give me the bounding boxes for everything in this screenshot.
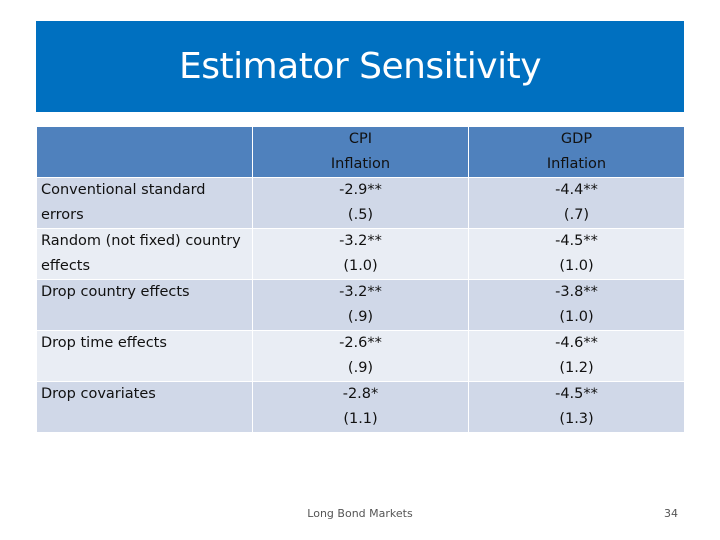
coefficient: -4.5** (555, 386, 598, 402)
table-row: Drop time effects -2.6** (.9) -4.6** (1.… (36, 330, 685, 382)
standard-error: (.9) (347, 360, 374, 376)
row-label: Drop country effects (36, 279, 253, 331)
table-row: Random (not fixed) country effects -3.2*… (36, 228, 685, 280)
coefficient: -4.6** (555, 335, 598, 351)
row-label-line (41, 305, 252, 330)
standard-error: (.7) (563, 207, 590, 223)
page-number: 34 (664, 507, 678, 520)
header-line: CPI (348, 131, 373, 147)
gdp-cell: -3.8** (1.0) (468, 279, 685, 331)
header-line: GDP (560, 131, 593, 147)
row-label-line: errors (41, 207, 84, 223)
cpi-cell: -2.8* (1.1) (252, 381, 469, 433)
standard-error: (.5) (347, 207, 374, 223)
row-label-line: Drop country effects (41, 284, 190, 300)
slide-title: Estimator Sensitivity (178, 46, 542, 87)
header-cell-blank (36, 126, 253, 178)
gdp-cell: -4.4** (.7) (468, 177, 685, 229)
coefficient: -2.8* (342, 386, 379, 402)
row-label-line: effects (41, 258, 91, 274)
standard-error: (1.0) (559, 309, 594, 325)
row-label: Random (not fixed) country effects (36, 228, 253, 280)
gdp-cell: -4.5** (1.3) (468, 381, 685, 433)
gdp-cell: -4.5** (1.0) (468, 228, 685, 280)
row-label-line: Conventional standard (41, 182, 206, 198)
standard-error: (1.0) (343, 258, 378, 274)
table-row: Drop country effects -3.2** (.9) -3.8** … (36, 279, 685, 331)
header-line: Inflation (546, 156, 607, 172)
table-header-row: CPI Inflation GDP Inflation (36, 126, 685, 178)
row-label-line: Drop covariates (41, 386, 156, 402)
standard-error: (1.3) (559, 411, 594, 427)
header-line: Inflation (330, 156, 391, 172)
coefficient: -4.4** (555, 182, 598, 198)
coefficient: -3.8** (555, 284, 598, 300)
cpi-cell: -2.9** (.5) (252, 177, 469, 229)
standard-error: (.9) (347, 309, 374, 325)
cpi-cell: -3.2** (.9) (252, 279, 469, 331)
title-banner: Estimator Sensitivity (36, 21, 684, 112)
cpi-cell: -2.6** (.9) (252, 330, 469, 382)
header-cell-cpi: CPI Inflation (252, 126, 469, 178)
header-cell-gdp: GDP Inflation (468, 126, 685, 178)
coefficient: -2.9** (339, 182, 382, 198)
row-label: Conventional standard errors (36, 177, 253, 229)
gdp-cell: -4.6** (1.2) (468, 330, 685, 382)
table-row: Drop covariates -2.8* (1.1) -4.5** (1.3) (36, 381, 685, 433)
row-label-line: Drop time effects (41, 335, 167, 351)
standard-error: (1.1) (343, 411, 378, 427)
table-row: Conventional standard errors -2.9** (.5)… (36, 177, 685, 229)
footer-source: Long Bond Markets (307, 507, 413, 520)
coefficient: -2.6** (339, 335, 382, 351)
row-label-line: Random (not fixed) country (41, 233, 241, 249)
row-label-line (41, 356, 252, 381)
row-label-line (41, 407, 252, 432)
standard-error: (1.2) (559, 360, 594, 376)
coefficient: -3.2** (339, 284, 382, 300)
coefficient: -3.2** (339, 233, 382, 249)
coefficient: -4.5** (555, 233, 598, 249)
results-table: CPI Inflation GDP Inflation Conventional… (36, 126, 685, 433)
row-label: Drop covariates (36, 381, 253, 433)
row-label: Drop time effects (36, 330, 253, 382)
standard-error: (1.0) (559, 258, 594, 274)
cpi-cell: -3.2** (1.0) (252, 228, 469, 280)
